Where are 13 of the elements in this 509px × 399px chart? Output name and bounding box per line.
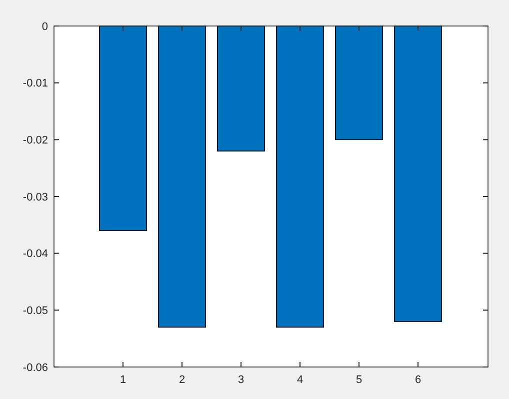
x-tick-label: 4 [296,374,304,386]
y-tick-label: -0.06 [22,362,48,374]
y-tick-label: -0.05 [22,305,48,318]
x-tick-label: 2 [178,374,186,386]
y-tick-label: -0.04 [22,248,48,260]
x-tick-label: 3 [238,374,244,386]
x-tick-label: 1 [120,374,126,386]
y-tick-label: -0.03 [22,191,48,204]
x-tick-label: 6 [414,374,422,386]
x-tick-label: 5 [356,374,362,386]
y-tick-label: -0.01 [22,78,48,90]
y-tick-label: 0 [42,20,48,33]
y-tick-label: -0.02 [22,134,48,147]
